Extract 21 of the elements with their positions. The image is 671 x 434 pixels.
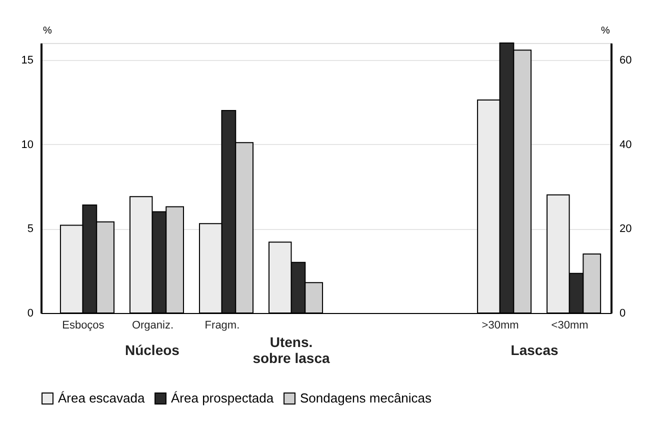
y-tick-label: 5	[27, 223, 34, 236]
text: Lascas	[510, 342, 558, 358]
x-tick-label: Organiz.	[132, 320, 174, 332]
x-tick-label: >30mm	[482, 320, 519, 332]
x-tick-label: Esboços	[62, 320, 105, 332]
text: Núcleos	[124, 342, 180, 358]
y-tick-label: 10	[21, 138, 34, 151]
y2-tick-label: 40	[620, 138, 632, 151]
legend-label: Área escavada	[58, 390, 146, 406]
legend-label: Sondagens mecânicas	[300, 390, 432, 406]
y-tick-label: 15	[21, 54, 34, 66]
y2-tick-label: 0	[620, 308, 626, 320]
y-axis-title: %	[43, 26, 52, 36]
x-tick-label: Fragm.	[204, 320, 240, 332]
legend-label: Área prospectada	[171, 390, 274, 406]
y2-tick-label: 20	[620, 223, 632, 236]
y-tick-label: 0	[27, 308, 34, 320]
text: Utens. sobre lasca	[252, 334, 330, 366]
y2-tick-label: 60	[620, 54, 632, 66]
x-tick-label: <30mm	[551, 320, 588, 332]
y2-axis-title: %	[601, 26, 610, 36]
